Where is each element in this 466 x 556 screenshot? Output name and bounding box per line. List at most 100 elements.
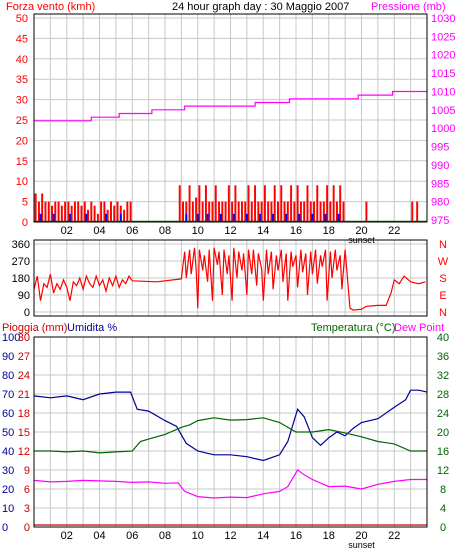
pressure-tick-label: 980 xyxy=(431,197,449,209)
x-tick-label: 08 xyxy=(159,530,171,542)
humidity-tick-label: 60 xyxy=(2,408,14,420)
pressure-tick-label: 995 xyxy=(431,142,449,154)
pressure-tick-label: 1000 xyxy=(431,123,455,135)
compass-label: W xyxy=(438,256,449,268)
rain-tick-label: 27 xyxy=(18,351,30,363)
rain-tick-label: 24 xyxy=(18,370,30,382)
x-tick-label: 22 xyxy=(388,225,400,237)
x-tick-label: 02 xyxy=(61,225,73,237)
pressure-tick-label: 1010 xyxy=(431,86,455,98)
pressure-tick-label: 1030 xyxy=(431,13,455,25)
compass-label: E xyxy=(439,290,446,302)
temperature-tick-label: 20 xyxy=(437,427,449,439)
humidity-tick-label: 80 xyxy=(2,370,14,382)
direction-tick-label: 90 xyxy=(18,290,30,302)
humidity-tick-label: 10 xyxy=(2,503,14,515)
x-tick-label: 18 xyxy=(323,225,335,237)
pressure-tick-label: 1020 xyxy=(431,50,455,62)
x-tick-label: 12 xyxy=(224,530,236,542)
rain-tick-label: 30 xyxy=(18,332,30,344)
x-tick-label: 22 xyxy=(388,530,400,542)
wind-direction-line xyxy=(33,247,426,311)
rain-tick-label: 18 xyxy=(18,408,30,420)
x-tick-label: 14 xyxy=(257,530,269,542)
direction-tick-label: 360 xyxy=(12,239,30,251)
x-tick-label: 14 xyxy=(257,225,269,237)
wind-tick-label: 50 xyxy=(16,13,28,25)
x-tick-label: 12 xyxy=(224,225,236,237)
wind-tick-label: 20 xyxy=(16,135,28,147)
temperature-label: Temperatura (°C) xyxy=(311,322,395,334)
rain-tick-label: 15 xyxy=(18,427,30,439)
temperature-line xyxy=(34,417,427,454)
direction-tick-label: 0 xyxy=(24,307,30,319)
dewpoint-label: Dew Point xyxy=(394,322,444,334)
rain-tick-label: 3 xyxy=(24,503,30,515)
direction-tick-label: 180 xyxy=(12,273,30,285)
compass-label: N xyxy=(439,307,447,319)
wind-tick-label: 15 xyxy=(16,156,28,168)
panel-frame xyxy=(33,336,428,528)
tick-labels: 0510152025303540455097598098599099510001… xyxy=(2,13,455,550)
pressure-line xyxy=(34,90,427,122)
rain-tick-label: 0 xyxy=(24,522,30,534)
temperature-tick-label: 28 xyxy=(437,389,449,401)
compass-label: N xyxy=(439,239,447,251)
temperature-tick-label: 32 xyxy=(437,370,449,382)
x-tick-label: 16 xyxy=(290,530,302,542)
x-tick-label: 04 xyxy=(93,225,105,237)
humidity-tick-label: 0 xyxy=(2,522,8,534)
rain-tick-label: 21 xyxy=(18,389,30,401)
humidity-tick-label: 30 xyxy=(2,465,14,477)
temperature-tick-label: 4 xyxy=(440,503,446,515)
temperature-tick-label: 16 xyxy=(437,446,449,458)
x-tick-label: 08 xyxy=(159,225,171,237)
wind-tick-label: 40 xyxy=(16,54,28,66)
humidity-tick-label: 100 xyxy=(2,332,20,344)
panel-frames xyxy=(33,13,428,528)
humidity-label: Umidita % xyxy=(67,322,117,334)
grid xyxy=(34,14,427,527)
wind-tick-label: 30 xyxy=(16,95,28,107)
temperature-tick-label: 24 xyxy=(437,408,449,420)
panel-frame xyxy=(33,239,428,317)
dewpoint-line xyxy=(33,469,427,499)
temperature-tick-label: 40 xyxy=(437,332,449,344)
humidity-tick-label: 90 xyxy=(2,351,14,363)
x-tick-label: 20 xyxy=(355,530,367,542)
wind-tick-label: 45 xyxy=(16,33,28,45)
pressure-label: Pressione (mb) xyxy=(371,1,446,13)
x-tick-label: 06 xyxy=(126,225,138,237)
pressure-tick-label: 1015 xyxy=(431,68,455,80)
x-tick-label: 10 xyxy=(192,225,204,237)
rain-label: Pioggia (mm) xyxy=(2,322,67,334)
wind-tick-label: 25 xyxy=(16,115,28,127)
direction-tick-label: 270 xyxy=(12,256,30,268)
humidity-tick-label: 40 xyxy=(2,446,14,458)
pressure-tick-label: 975 xyxy=(431,215,449,227)
humidity-line xyxy=(33,389,428,462)
wind-tick-label: 5 xyxy=(22,197,28,209)
temperature-tick-label: 8 xyxy=(440,484,446,496)
temperature-tick-label: 0 xyxy=(440,522,446,534)
x-tick-label: 02 xyxy=(61,530,73,542)
temperature-tick-label: 12 xyxy=(437,465,449,477)
series xyxy=(33,90,428,526)
compass-label: S xyxy=(439,273,446,285)
x-tick-label: 10 xyxy=(192,530,204,542)
temperature-tick-label: 36 xyxy=(437,351,449,363)
humidity-tick-label: 20 xyxy=(2,484,14,496)
wind-tick-label: 10 xyxy=(16,176,28,188)
pressure-tick-label: 990 xyxy=(431,160,449,172)
pressure-tick-label: 1025 xyxy=(431,31,455,43)
wind-speed-label: Forza vento (kmh) xyxy=(6,1,95,13)
x-tick-label: 18 xyxy=(323,530,335,542)
rain-tick-label: 12 xyxy=(18,446,30,458)
humidity-tick-label: 50 xyxy=(2,427,14,439)
x-tick-label: 04 xyxy=(93,530,105,542)
panel-frame xyxy=(33,13,428,223)
pressure-tick-label: 985 xyxy=(431,178,449,190)
wind-tick-label: 35 xyxy=(16,74,28,86)
sunset-marker-label: sunset xyxy=(348,540,375,550)
